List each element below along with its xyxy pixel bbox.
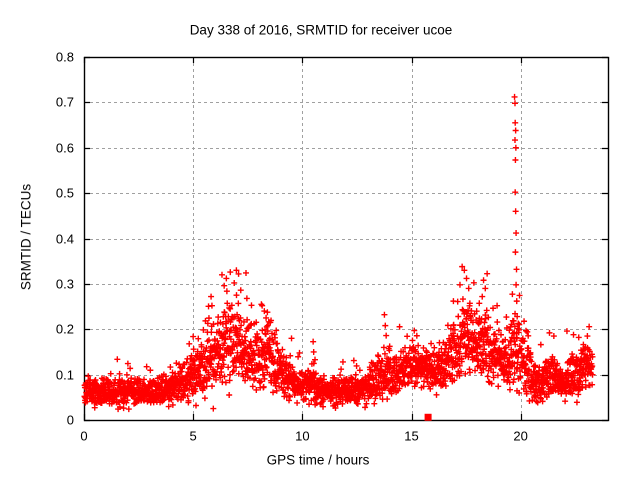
x-tick-label: 20 [513,428,528,444]
y-tick-label: 0.4 [55,231,74,246]
y-tick-label: 0.2 [55,321,74,337]
x-axis-label: GPS time / hours [266,452,370,468]
x-tick-label: 0 [80,428,88,444]
chart-title: Day 338 of 2016, SRMTID for receiver uco… [189,22,453,38]
y-tick-label: 0.8 [55,49,74,65]
x-tick-label: 5 [189,428,197,444]
x-tick-label: 15 [404,428,419,444]
x-tick-label: 10 [295,428,310,444]
y-tick-label: 0.6 [55,140,74,156]
y-tick-label: 0 [66,412,74,428]
y-tick-label: 0.1 [55,367,74,383]
y-tick-label: 0.3 [55,276,74,292]
y-tick-label: 0.5 [55,185,74,201]
y-tick-label: 0.7 [55,94,74,110]
